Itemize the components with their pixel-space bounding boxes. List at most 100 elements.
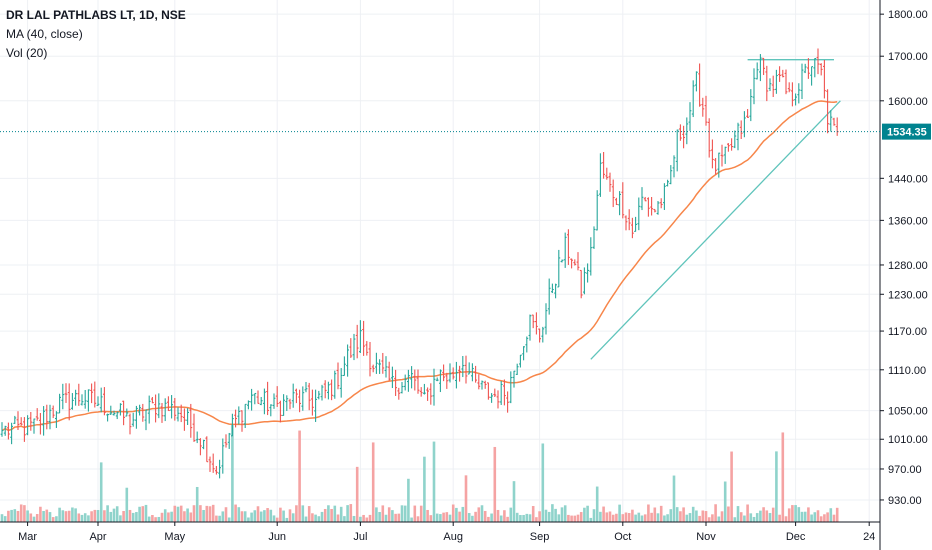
candle — [247, 400, 250, 410]
volume-bar — [317, 516, 321, 522]
y-tick-label: 930.00 — [888, 495, 922, 507]
volume-bar — [167, 512, 170, 522]
candle — [663, 183, 666, 210]
volume-bar — [51, 517, 55, 522]
volume-bar — [477, 507, 481, 522]
candle — [727, 143, 730, 152]
volume-bar — [272, 515, 276, 522]
candle — [595, 190, 599, 231]
candle — [330, 379, 333, 401]
candle — [131, 412, 135, 427]
x-tick-label: Jul — [353, 531, 367, 543]
volume-bar — [170, 511, 173, 522]
candle — [823, 59, 826, 99]
volume-bar — [355, 466, 359, 522]
candle — [362, 320, 365, 356]
volume-bar — [16, 510, 20, 522]
candle — [403, 374, 407, 391]
candle — [343, 356, 346, 377]
candle — [7, 422, 10, 440]
candle — [186, 408, 189, 425]
y-tick-label: 1230.00 — [888, 289, 928, 301]
candle — [599, 153, 602, 197]
volume-bar — [576, 514, 580, 522]
volume-bar — [128, 509, 132, 522]
volume-bar — [586, 505, 589, 522]
candle — [701, 97, 705, 117]
candle — [496, 390, 500, 409]
volume-bar — [144, 504, 148, 522]
candle — [375, 352, 378, 374]
volume-bar — [496, 509, 500, 522]
volume-bar — [138, 506, 141, 522]
volume-bar — [675, 507, 679, 522]
candle — [803, 63, 807, 74]
candle — [173, 397, 177, 421]
volume-bar — [717, 516, 721, 522]
candle — [621, 182, 625, 219]
volume-bar — [320, 511, 324, 522]
candle — [298, 389, 301, 413]
volume-bar — [426, 509, 429, 522]
candle — [704, 95, 708, 126]
legend-vol[interactable]: Vol (20) — [6, 46, 48, 60]
volume-bar — [803, 511, 807, 522]
trendline — [590, 100, 841, 360]
volume-bar — [173, 505, 177, 522]
volume-bar — [487, 516, 490, 522]
candle — [426, 387, 429, 401]
y-tick-label: 1700.00 — [888, 51, 928, 63]
volume-bar — [791, 505, 794, 522]
candle — [266, 381, 269, 416]
candle — [643, 196, 647, 202]
volume-bar — [819, 516, 823, 522]
volume-bar — [711, 514, 714, 522]
volume-bar — [765, 510, 769, 522]
volume-bar — [743, 515, 746, 522]
candle — [77, 383, 81, 406]
volume-bar — [423, 456, 426, 522]
candle — [480, 380, 484, 390]
candle — [631, 217, 634, 239]
candle — [720, 144, 724, 167]
candle — [387, 361, 391, 381]
candle — [304, 381, 308, 393]
volume-bar — [778, 514, 781, 522]
candle — [282, 394, 285, 416]
volume-bar — [83, 513, 87, 522]
volume-bar — [455, 507, 458, 522]
volume-bar — [723, 481, 727, 522]
volume-bar — [602, 506, 605, 522]
candle — [762, 57, 765, 76]
last-price-badge — [882, 123, 931, 140]
volume-bar — [823, 514, 826, 522]
candle — [26, 415, 29, 436]
candle — [503, 379, 506, 406]
volume-bar — [205, 505, 209, 522]
candle — [707, 118, 711, 158]
candle — [58, 393, 61, 414]
candle — [778, 66, 781, 82]
candle — [71, 393, 74, 410]
candle — [493, 388, 497, 398]
volume-bar — [199, 505, 202, 522]
candle — [752, 68, 756, 105]
last-price-label: 1534.35 — [887, 127, 927, 139]
candle — [519, 354, 522, 368]
volume-bar — [400, 505, 404, 522]
candle — [400, 381, 404, 394]
candle — [128, 413, 132, 435]
candle — [515, 363, 519, 375]
legend-ma[interactable]: MA (40, close) — [6, 27, 83, 41]
candle — [682, 125, 685, 149]
candle — [96, 396, 100, 406]
candle — [637, 197, 641, 231]
candle — [122, 400, 125, 426]
x-tick-label: Nov — [696, 531, 716, 543]
candle — [624, 215, 628, 231]
volume-bar — [307, 506, 311, 522]
volume-bar — [672, 475, 676, 522]
volume-bar — [557, 514, 561, 522]
